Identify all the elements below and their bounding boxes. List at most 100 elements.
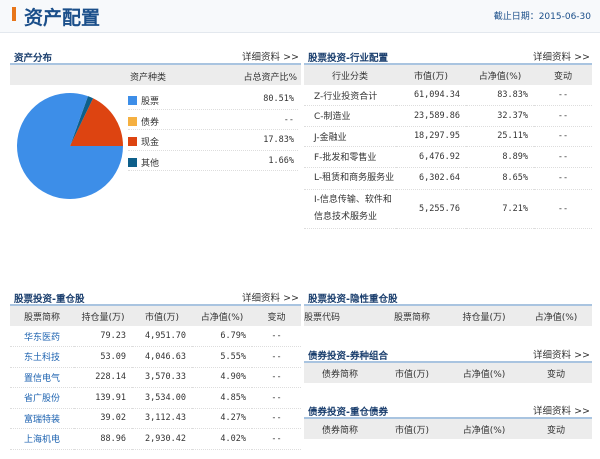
column-header: 变动: [252, 306, 301, 326]
table-row: 置信电气 228.14 3,570.33 4.90% --: [10, 367, 301, 388]
asset-distribution-section: 资产分布 详细资料 >> 资产种类 占总资产比% 股票 80.51% 债券 -- 现金 17…: [10, 45, 301, 199]
cell: 18,297.95: [396, 126, 466, 147]
cell: --: [252, 326, 301, 347]
column-header: 变动: [520, 363, 592, 383]
cell: 53.09: [74, 346, 132, 368]
stock-link[interactable]: 上海机电: [24, 435, 61, 446]
cell: 3,570.33: [132, 367, 192, 388]
column-header: 占净值(%): [466, 65, 534, 85]
cell: 6.79%: [192, 326, 252, 347]
cell: 8.89%: [466, 146, 534, 168]
cell: 省广股份: [10, 387, 74, 409]
cell: --: [534, 189, 592, 229]
table-row: C-制造业 23,589.86 32.37% --: [304, 105, 592, 127]
stock-link[interactable]: 华东医药: [24, 332, 61, 343]
cell: I-信息传输、软件和信息技术服务业: [304, 189, 396, 229]
table-row: F-批发和零售业 6,476.92 8.89% --: [304, 146, 592, 168]
column-header: 市值(万): [132, 306, 192, 326]
title-marker-icon: [12, 7, 16, 21]
cell: 置信电气: [10, 367, 74, 388]
legend-swatch: [128, 157, 137, 167]
cell: 5,255.76: [396, 189, 466, 229]
legend-pct: 1.66%: [268, 155, 294, 166]
legend-pct: --: [283, 114, 294, 125]
column-header: 持仓量(万): [448, 306, 520, 326]
cell: --: [252, 346, 301, 368]
table-header: 行业分类 市值(万) 占净值(%) 变动: [304, 65, 592, 85]
more-details-link[interactable]: 详细资料 >>: [533, 406, 590, 417]
legend-label: 其他: [141, 158, 160, 169]
cell: 39.02: [74, 408, 132, 429]
more-details-link[interactable]: 详细资料 >>: [533, 350, 590, 361]
column-header: 变动: [534, 65, 592, 85]
cell: --: [252, 408, 301, 429]
cell: Z-行业投资合计: [304, 85, 396, 106]
cell: 228.14: [74, 367, 132, 388]
more-details-link[interactable]: 详细资料 >>: [533, 52, 590, 63]
top-stocks-section: 股票投资-重仓股 详细资料 >> 股票简称 持仓量(万) 市值(万) 占净值(%) 变动华…: [10, 286, 301, 450]
section-title: 股票投资-行业配置: [308, 53, 388, 64]
col-pct: 占总资产比%: [243, 73, 297, 83]
table-row: I-信息传输、软件和信息技术服务业 5,255.76 7.21% --: [304, 189, 592, 229]
legend-pct: 80.51%: [263, 94, 294, 104]
column-header: 市值(万): [396, 65, 466, 85]
pie-slice-3: [70, 96, 94, 146]
table-row: 省广股份 139.91 3,534.00 4.85% --: [10, 387, 301, 409]
legend-item: 债券 --: [128, 110, 298, 130]
column-header: 持仓量(万): [74, 306, 132, 326]
stock-link[interactable]: 富瑞特装: [24, 414, 61, 425]
legend-swatch: [128, 96, 137, 105]
cell: 61,094.34: [396, 85, 466, 106]
pie-slice-0: [17, 93, 123, 199]
table-header: 资产种类 占总资产比%: [10, 65, 301, 85]
cell: 4.90%: [192, 367, 252, 388]
asset-pie-chart: [17, 93, 123, 199]
cell: 79.23: [74, 326, 132, 347]
cell: --: [534, 167, 592, 190]
cell: 4.27%: [192, 408, 252, 429]
column-header: 占净值(%): [448, 419, 520, 439]
cell: 华东医药: [10, 326, 74, 347]
stock-link[interactable]: 省广股份: [24, 394, 61, 405]
cell: 32.37%: [466, 105, 534, 127]
table-header: 债券简称 市值(万) 占净值(%) 变动: [304, 363, 592, 383]
table-row: 富瑞特装 39.02 3,112.43 4.27% --: [10, 408, 301, 429]
cell: 7.21%: [466, 189, 534, 229]
hidden-stocks-section: 股票投资-隐性重仓股 股票代码 股票简称 持仓量(万) 占净值(%): [304, 286, 592, 326]
column-header: 变动: [520, 419, 592, 439]
legend-label: 股票: [141, 97, 160, 107]
column-header: 股票代码: [304, 306, 376, 326]
table-header: 股票简称 持仓量(万) 市值(万) 占净值(%) 变动: [10, 306, 301, 326]
table-row: 上海机电 88.96 2,930.42 4.02% --: [10, 428, 301, 450]
section-title: 债券投资-重仓债券: [308, 407, 388, 418]
legend-pct: 17.83%: [263, 135, 294, 145]
page-title: 资产配置: [24, 7, 101, 29]
cell: 4,951.70: [132, 326, 192, 347]
more-details-link[interactable]: 详细资料 >>: [242, 52, 299, 63]
column-header: 股票简称: [376, 306, 448, 326]
cell: 2,930.42: [132, 428, 192, 450]
column-header: 行业分类: [304, 65, 396, 85]
cell: 83.83%: [466, 85, 534, 106]
table-header: 股票代码 股票简称 持仓量(万) 占净值(%): [304, 306, 592, 326]
stock-link[interactable]: 置信电气: [24, 373, 61, 384]
stock-link[interactable]: 东土科技: [24, 353, 61, 364]
column-header: 占净值(%): [520, 306, 592, 326]
cell: --: [534, 105, 592, 127]
cell: 88.96: [74, 428, 132, 450]
table-row: 华东医药 79.23 4,951.70 6.79% --: [10, 326, 301, 347]
legend-item: 现金 17.83%: [128, 130, 298, 151]
table-row: L-租赁和商务服务业 6,302.64 8.65% --: [304, 167, 592, 190]
industry-section: 股票投资-行业配置 详细资料 >> 行业分类 市值(万) 占净值(%) 变动 Z-行业投资…: [304, 45, 592, 229]
column-header: 股票简称: [10, 306, 74, 326]
legend-swatch: [128, 116, 137, 126]
cell: F-批发和零售业: [304, 146, 396, 168]
cell: --: [534, 85, 592, 106]
column-header: 占净值(%): [192, 306, 252, 326]
more-details-link[interactable]: 详细资料 >>: [242, 293, 299, 304]
legend-item: 股票 80.51%: [128, 89, 298, 110]
cell: 6,476.92: [396, 146, 466, 168]
column-header: 占净值(%): [448, 363, 520, 383]
section-title: 股票投资-重仓股: [14, 294, 85, 305]
cell: --: [534, 126, 592, 147]
